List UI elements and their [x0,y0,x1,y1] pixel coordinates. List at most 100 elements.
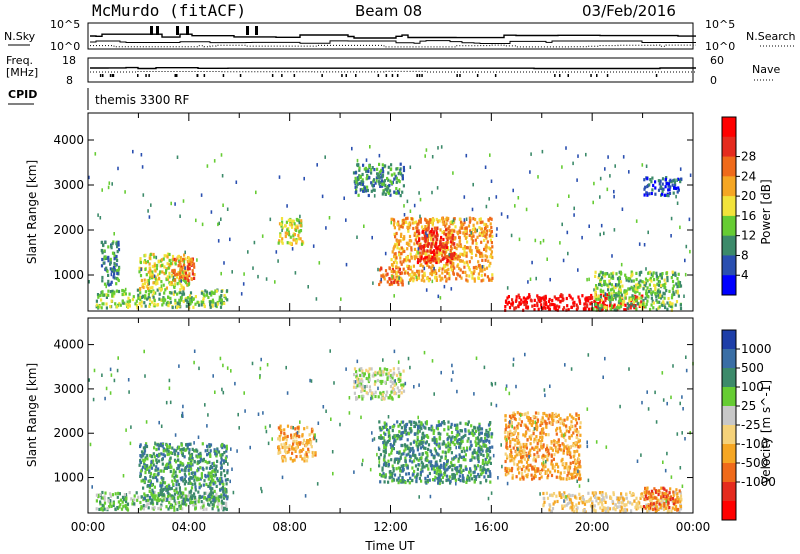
echo-cell [438,246,441,250]
echo-cell [139,444,142,449]
echo-cell [189,476,192,480]
echo-cell [471,232,474,236]
echo-cell [207,477,210,481]
echo-cell [437,481,440,485]
echo-cell [309,442,312,446]
echo-cell [409,426,413,431]
echo-cell [461,270,464,274]
echo-cell [162,447,165,451]
echo-cell [657,293,660,297]
echo-cell [148,486,151,490]
echo-cell [295,217,298,222]
echo-cell [205,497,208,501]
echo-cell [135,303,139,308]
echo-cell [489,216,492,220]
echo-cell [458,445,461,449]
echo-cell [435,437,438,442]
echo-cell [458,469,461,473]
echo-cell [388,282,391,287]
echo-cell [109,257,112,261]
echo-cell [299,454,302,458]
echo-cell [450,268,453,272]
echo-cell [475,451,478,455]
echo-cell [473,456,476,460]
echo-cell [450,425,453,429]
echo-cell [208,503,211,507]
echo-cell [215,450,218,454]
echo-cell [546,476,549,480]
echo-cell [479,220,482,225]
echo-cell [539,241,542,245]
echo-cell [448,225,451,229]
echo-cell [444,255,447,259]
echo-cell [663,193,666,197]
echo-cell [217,508,220,512]
echo-cell [661,272,664,276]
echo-cell [643,243,646,247]
echo-cell [226,469,229,473]
echo-cell [152,295,155,299]
echo-cell [471,477,474,481]
echo-cell [466,422,469,426]
echo-cell [489,261,492,265]
echo-cell [449,250,452,255]
echo-cell [443,462,446,466]
echo-cell [378,153,381,158]
echo-cell [506,302,509,306]
echo-cell [451,473,454,477]
echo-cell [465,251,468,255]
echo-cell [417,251,419,255]
echo-cell [433,440,436,444]
echo-cell [193,492,196,496]
echo-cell [224,459,227,463]
echo-cell [399,375,402,380]
echo-cell [152,281,155,285]
echo-cell [101,490,104,495]
echo-cell [413,420,416,424]
echo-cell [531,304,534,308]
echo-cell [395,256,398,260]
echo-cell [294,224,297,229]
echo-cell [487,474,490,478]
echo-cell [208,473,211,477]
echo-cell [444,470,447,474]
echo-cell [619,290,622,294]
nave-dot [239,74,242,77]
echo-cell [390,474,394,479]
echo-cell [400,232,403,236]
echo-cell [447,420,450,424]
echo-cell [459,421,462,425]
echo-cell [594,290,597,294]
echo-cell [445,255,449,259]
echo-cell [557,443,560,447]
echo-cell [426,454,429,458]
echo-cell [543,302,546,306]
echo-cell [415,443,418,447]
echo-cell [168,281,171,285]
freq-tick-bottom: 8 [66,74,73,87]
echo-cell [504,473,507,477]
echo-cell [635,271,638,275]
echo-cell [475,475,478,479]
echo-cell [387,459,390,463]
echo-cell [117,491,120,495]
echo-cell [315,297,318,301]
echo-cell [437,294,440,299]
colorbar-frame [721,116,737,296]
echo-cell [299,229,303,233]
echo-cell [378,420,381,424]
echo-cell [217,502,220,506]
echo-cell [410,246,413,250]
echo-cell [478,249,481,253]
echo-cell [445,463,448,467]
echo-cell [396,277,399,281]
echo-cell [441,254,444,258]
echo-cell [437,473,440,477]
echo-cell [379,453,382,457]
echo-cell [303,456,306,460]
echo-cell [151,494,155,498]
echo-cell [660,296,663,300]
echo-cell [667,182,671,186]
echo-cell [146,453,149,458]
echo-cell [601,308,604,312]
